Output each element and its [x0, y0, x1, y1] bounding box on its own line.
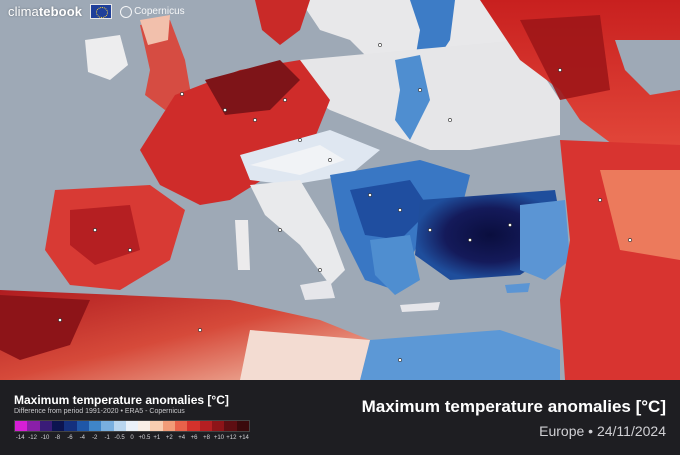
color-scale-segment: [64, 421, 77, 431]
color-scale-tick-label: -1: [104, 435, 110, 441]
norway-warm: [255, 0, 310, 45]
europe-map: [0, 0, 680, 380]
ireland: [85, 35, 128, 80]
color-scale-tick-label: +8: [203, 435, 210, 441]
color-scale-segment: [162, 421, 176, 431]
corsica-sardinia: [235, 220, 250, 270]
color-scale-tick-label: -6: [67, 435, 73, 441]
color-scale-tick-label: +6: [190, 435, 198, 441]
russia-warm-core: [520, 15, 610, 100]
benelux-hot: [205, 60, 300, 115]
color-scale-segment: [150, 421, 163, 431]
city-markers: [58, 43, 632, 362]
color-scale-tick-label: +10: [213, 435, 225, 441]
map-caption: Europe • 24/11/2024: [539, 423, 666, 439]
legend-subtitle: Difference from period 1991-2020 • ERA5 …: [14, 408, 185, 415]
iran-warm-light: [600, 170, 680, 260]
copernicus-logo: Copernicus: [120, 5, 185, 18]
color-scale-tick-label: -10: [40, 435, 50, 441]
alps-snow: [250, 145, 345, 175]
scotland-cool: [140, 15, 170, 45]
eastern-europe-land: [300, 40, 560, 150]
legend-title: Maximum temperature anomalies [°C]: [14, 393, 229, 407]
color-scale-bar: [14, 420, 250, 432]
morocco-hot: [0, 295, 90, 360]
black-sea: [465, 135, 590, 200]
egypt-cold: [360, 330, 560, 380]
color-scale-tick-label: +4: [178, 435, 186, 441]
color-scale-segment: [212, 421, 225, 431]
eu-flag-icon: [90, 4, 113, 19]
color-scale-tick-label: -12: [28, 435, 37, 441]
color-scale-segment: [187, 421, 200, 431]
color-scale-segment: [125, 421, 139, 431]
color-scale-tick-label: +14: [238, 435, 249, 441]
cyprus: [505, 283, 530, 293]
color-scale-tick-label: -14: [15, 435, 25, 441]
climatebook-logo[interactable]: climatebook: [8, 4, 83, 19]
libya-neutral: [240, 330, 370, 380]
iberia-hot-core: [70, 205, 140, 265]
color-scale-tick-label: 0: [130, 435, 134, 441]
legend-footer: Maximum temperature anomalies [°C] Diffe…: [0, 380, 680, 455]
color-scale-tick-label: +0.5: [138, 435, 151, 441]
color-scale-segment: [113, 421, 126, 431]
color-scale-segment: [88, 421, 102, 431]
color-scale-segment: [199, 421, 212, 431]
color-scale-tick-label: +12: [226, 435, 237, 441]
greece-cold: [370, 235, 420, 295]
map-title: Maximum temperature anomalies [°C]: [361, 397, 666, 416]
color-scale-segment: [224, 421, 237, 431]
color-scale-tick-label: -2: [92, 435, 98, 441]
copernicus-mark-icon: [120, 5, 133, 18]
color-scale-segment: [39, 421, 52, 431]
color-scale-tick-label: +2: [165, 435, 173, 441]
color-scale-segment: [101, 421, 114, 431]
crete: [400, 302, 440, 312]
color-scale-segment: [138, 421, 151, 431]
sicily: [300, 280, 335, 300]
color-scale-segment: [15, 421, 28, 431]
color-scale-ticks: -14 -12 -10 -8 -6 -4 -2 -1 -0.5 0 +0.5 +1 +2 +4 +6 +8 +1…: [14, 435, 250, 445]
color-scale-segment: [236, 421, 249, 431]
color-scale-segment: [51, 421, 65, 431]
color-scale-tick-label: -8: [54, 435, 61, 441]
caspian-sea: [615, 40, 680, 95]
color-scale-tick-label: +1: [153, 435, 161, 441]
color-scale-tick-label: -4: [79, 435, 85, 441]
italy-neutral: [250, 180, 345, 285]
anatolia-east-cold: [520, 200, 570, 280]
color-scale-tick-label: -0.5: [114, 435, 125, 441]
color-scale-segment: [76, 421, 89, 431]
color-scale-segment: [27, 421, 40, 431]
poland-cold-streak: [395, 55, 430, 140]
anomaly-map: climatebook Copernicus: [0, 0, 680, 380]
brand-header: climatebook Copernicus: [8, 4, 185, 19]
color-scale-segment: [175, 421, 188, 431]
